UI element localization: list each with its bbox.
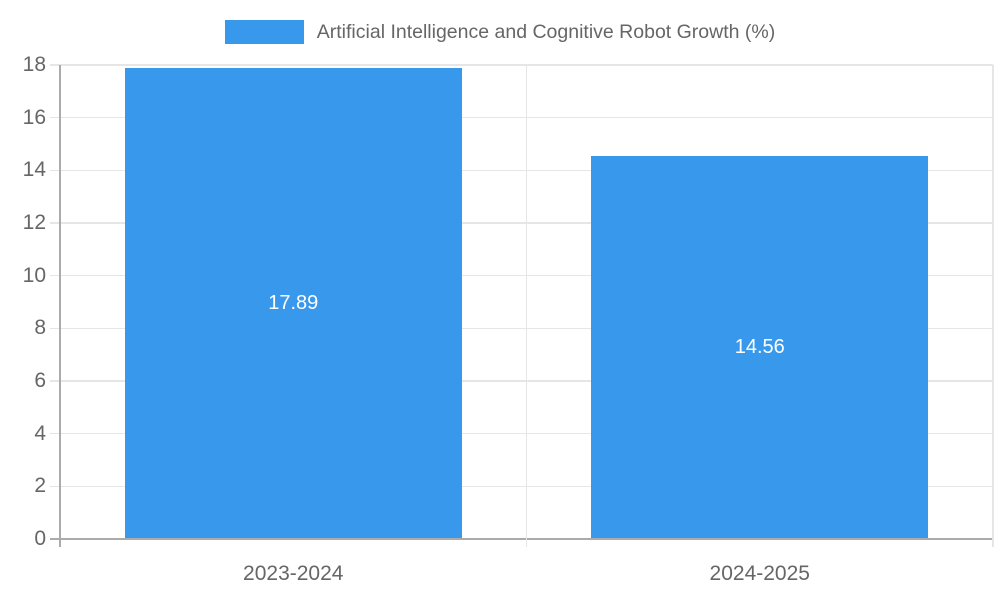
y-tick-label: 0: [34, 527, 46, 550]
y-tick-mark: [50, 116, 60, 119]
y-tick-label: 18: [22, 53, 46, 76]
bar-value-label: 14.56: [734, 336, 785, 359]
legend-swatch: [224, 20, 304, 44]
y-tick-label: 6: [34, 369, 46, 392]
x-tick-label: 2024-2025: [709, 562, 810, 585]
bar-value-label: 17.89: [268, 292, 319, 315]
y-tick-mark: [50, 169, 60, 172]
y-tick-mark: [50, 274, 60, 277]
y-tick-mark: [50, 327, 60, 330]
y-tick-label: 16: [22, 105, 46, 129]
y-tick-label: 12: [22, 211, 46, 234]
legend-label: Artificial Intelligence and Cognitive Ro…: [316, 21, 776, 43]
bar: [591, 155, 929, 538]
y-tick-label: 4: [34, 421, 46, 445]
bar: [124, 67, 462, 538]
y-tick-mark: [50, 432, 60, 435]
y-tick-label: 8: [34, 316, 46, 340]
y-axis-line: [59, 65, 61, 547]
y-tick-mark: [50, 222, 60, 224]
y-tick-label: 2: [34, 474, 46, 498]
y-tick-mark: [50, 380, 60, 382]
gridline-vertical: [992, 65, 994, 547]
y-tick-mark: [50, 64, 60, 66]
gridline-vertical: [525, 65, 528, 547]
y-tick-mark: [50, 485, 60, 488]
y-tick-label: 14: [22, 158, 46, 182]
y-tick-mark: [50, 538, 60, 540]
x-tick-label: 2023-2024: [243, 562, 344, 585]
y-tick-label: 10: [22, 263, 46, 287]
chart-legend[interactable]: Artificial Intelligence and Cognitive Ro…: [0, 20, 1000, 44]
